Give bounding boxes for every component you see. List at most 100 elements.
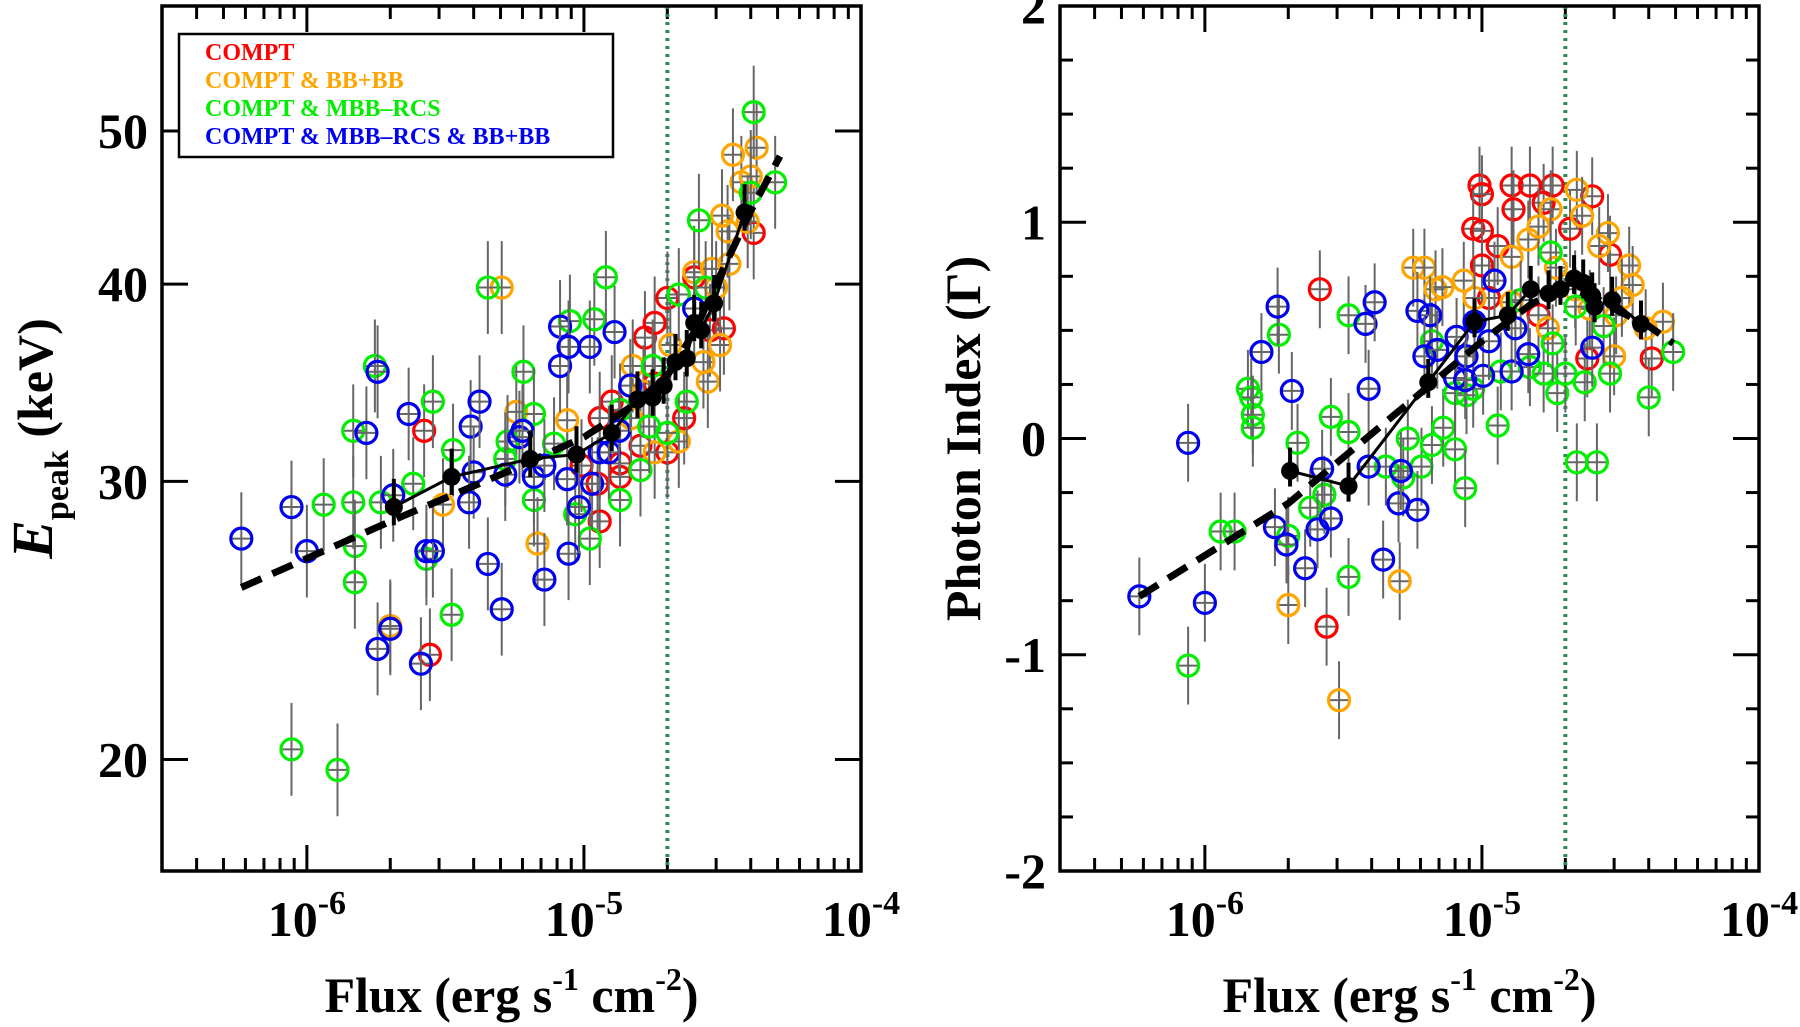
data-point xyxy=(744,135,769,160)
data-point xyxy=(555,467,580,492)
x-tick-label: 10-6 xyxy=(1166,885,1244,947)
data-point xyxy=(1362,290,1387,315)
binned-data-point xyxy=(1465,312,1484,331)
data-point xyxy=(1526,214,1551,239)
data-point xyxy=(555,408,580,433)
data-point xyxy=(279,494,304,520)
data-point xyxy=(475,275,500,300)
x-tick-label-base: 10 xyxy=(1720,891,1770,947)
x-axis-title-text: ) xyxy=(682,967,699,1023)
x-tick-label-exponent: -5 xyxy=(1493,885,1521,922)
data-point xyxy=(1587,233,1612,259)
y-tick-label: 50 xyxy=(98,103,148,159)
binned-data-point xyxy=(735,203,754,222)
data-point xyxy=(229,526,254,551)
data-point xyxy=(602,319,627,345)
data-point xyxy=(607,487,633,513)
data-point xyxy=(577,334,602,360)
y-tick-label: 1 xyxy=(1021,194,1046,250)
data-point xyxy=(341,418,366,443)
data-point xyxy=(1482,268,1507,293)
data-point xyxy=(420,539,445,564)
y-tick-label: -1 xyxy=(1004,627,1046,683)
data-point xyxy=(1636,385,1661,410)
data-point xyxy=(1454,344,1479,369)
binned-data-point xyxy=(643,388,662,407)
x-tick-label: 10-5 xyxy=(545,885,623,947)
legend-entry: COMPT & MBB–RCS xyxy=(205,96,441,122)
data-point xyxy=(1557,216,1583,241)
data-point xyxy=(566,494,592,520)
data-point xyxy=(525,531,550,556)
data-point xyxy=(1535,316,1560,341)
data-point xyxy=(325,757,350,782)
x-axis-title-text: Flux (erg s xyxy=(324,967,552,1023)
x-tick-label-exponent: -5 xyxy=(595,885,623,922)
data-point xyxy=(1412,344,1437,369)
x-tick-label-exponent: -6 xyxy=(1216,885,1244,922)
data-point xyxy=(1418,303,1443,328)
x-axis-title-exponent: -1 xyxy=(1450,961,1477,997)
plot-frame xyxy=(1058,4,1761,873)
data-point xyxy=(1336,419,1361,445)
data-point xyxy=(439,602,464,627)
data-point xyxy=(408,651,434,676)
x-tick-label-base: 10 xyxy=(268,891,318,947)
x-tick-label-base: 10 xyxy=(1166,891,1216,947)
data-point xyxy=(1318,404,1343,429)
x-tick-label: 10-5 xyxy=(1443,885,1521,947)
data-point xyxy=(582,307,607,332)
data-point xyxy=(354,420,379,445)
data-point xyxy=(1371,547,1396,572)
data-point xyxy=(593,265,618,290)
y-tick-label: -2 xyxy=(1004,843,1046,899)
data-point xyxy=(1425,337,1450,362)
data-point xyxy=(709,203,735,228)
legend-entry: COMPT & MBB–RCS & BB+BB xyxy=(205,124,550,150)
data-point xyxy=(1318,506,1343,531)
x-tick-label: 10-4 xyxy=(822,885,900,947)
data-point xyxy=(1543,255,1569,280)
data-point xyxy=(1240,415,1265,440)
binned-data-point xyxy=(602,423,621,442)
data-point xyxy=(655,420,680,445)
series-compt-bb-bb xyxy=(378,101,769,673)
data-point xyxy=(1597,361,1623,386)
data-point xyxy=(412,418,437,443)
binned-data-point xyxy=(442,467,461,486)
x-tick-label: 10-6 xyxy=(268,885,346,947)
binned-data-point xyxy=(1631,314,1650,333)
data-point xyxy=(674,389,699,414)
data-point xyxy=(1405,497,1430,522)
data-point xyxy=(311,492,336,517)
x-tick-label-base: 10 xyxy=(822,891,872,947)
data-point xyxy=(1453,368,1478,393)
binned-data-point xyxy=(1551,280,1570,299)
binned-data-point xyxy=(567,445,586,464)
legend-box xyxy=(177,32,615,159)
binned-data-point xyxy=(692,321,711,340)
data-point xyxy=(1265,294,1290,319)
x-axis-title-exponent: -2 xyxy=(1553,961,1580,997)
data-point xyxy=(707,332,733,358)
data-point xyxy=(1276,592,1301,618)
x-axis-title: Flux (erg s-1 cm-2) xyxy=(1222,961,1596,1023)
data-point xyxy=(396,401,421,427)
data-point xyxy=(1285,430,1310,455)
binned-data-point xyxy=(1521,280,1540,299)
data-point xyxy=(666,282,691,307)
data-point xyxy=(1469,253,1495,278)
y-axis-title-unit: (keV) xyxy=(7,318,63,450)
data-point xyxy=(1499,359,1524,384)
data-point xyxy=(556,541,581,566)
legend-entry: COMPT xyxy=(205,40,294,66)
x-tick-label-exponent: -4 xyxy=(872,885,900,922)
data-point xyxy=(1405,298,1430,324)
data-point xyxy=(1298,495,1323,520)
binned-data-point xyxy=(1585,297,1604,316)
binned-data-point xyxy=(1419,373,1438,392)
data-point xyxy=(642,440,667,465)
data-point xyxy=(456,490,482,515)
data-point xyxy=(1540,331,1565,356)
